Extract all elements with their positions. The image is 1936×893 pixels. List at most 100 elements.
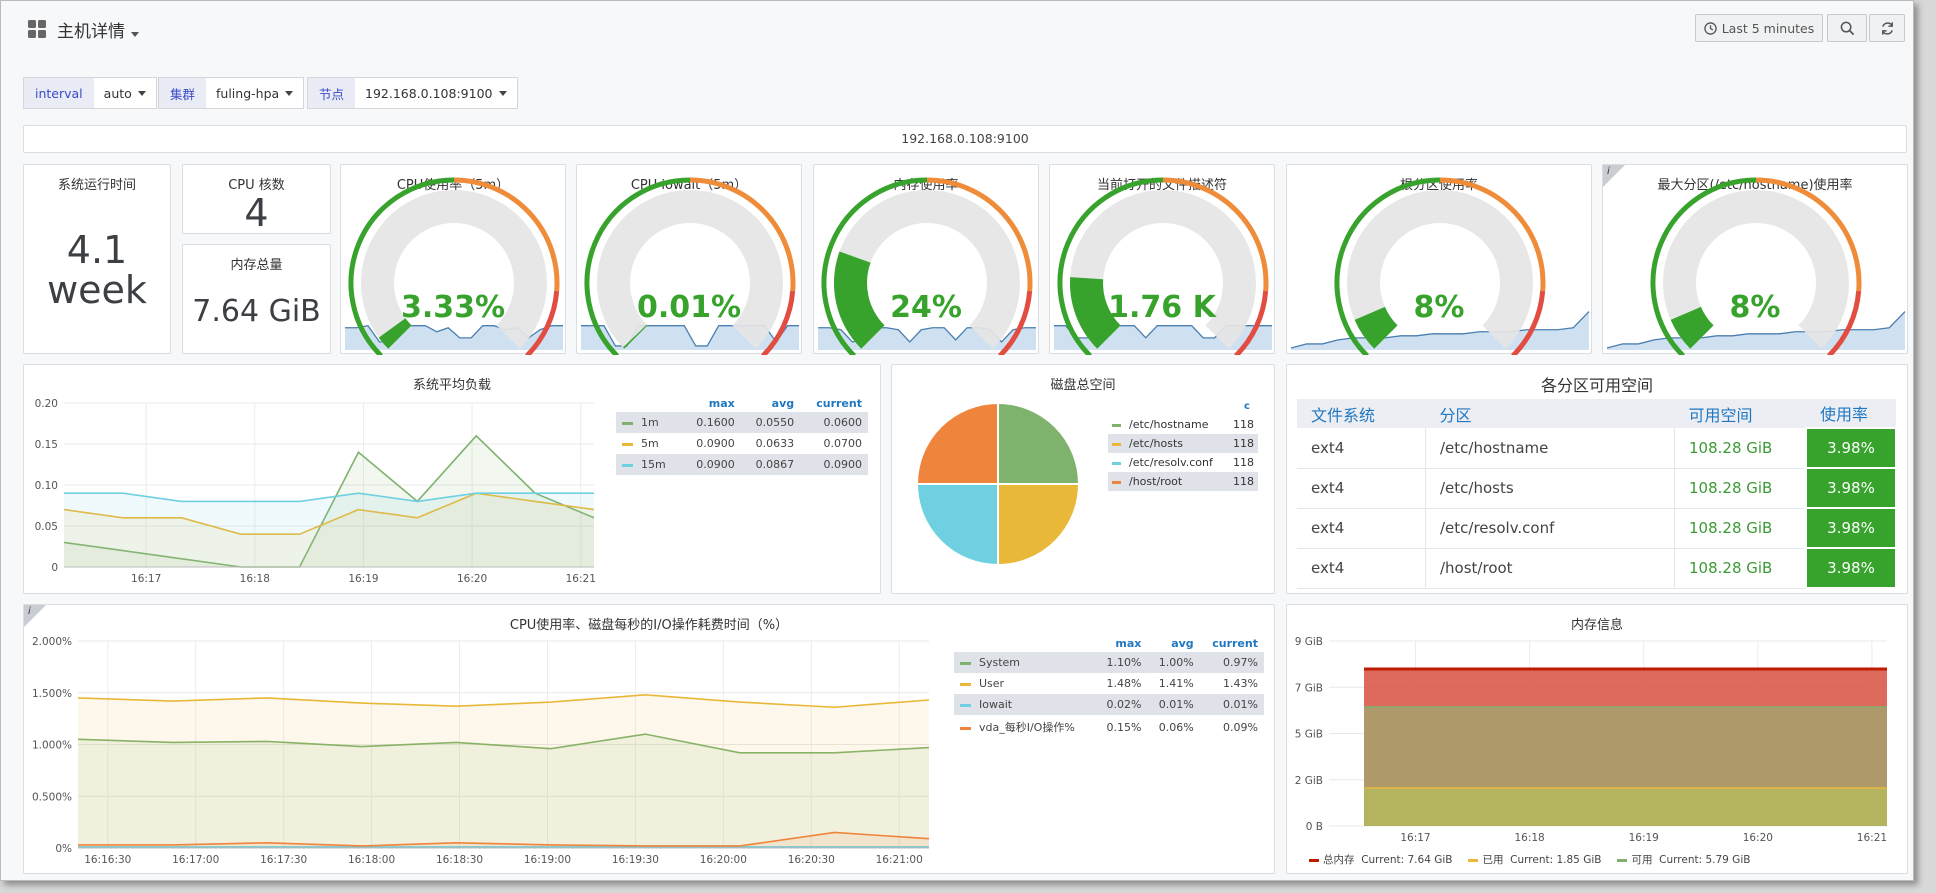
table-row: ext4/etc/resolv.conf 108.28 GiB 3.98% (1297, 507, 1897, 549)
legend-avg: 0.01% (1147, 694, 1200, 715)
column-header-fs[interactable]: 文件系统 (1297, 399, 1426, 428)
panel-title: 各分区可用空间 (1540, 376, 1653, 395)
x-tick-label: 16:18:00 (348, 854, 395, 866)
disk-total-panel[interactable]: 磁盘总空间 c /etc/hostname 118 /etc/hosts 118 /… (891, 364, 1275, 594)
cell-usage: 3.98% (1805, 547, 1897, 589)
load-average-panel[interactable]: 系统平均负载 0 0.05 0.10 0.15 0.20 16:17 16:18 16:19 1… (23, 364, 881, 594)
legend-item[interactable]: 总内存 Current: 7.64 GiB (1309, 852, 1452, 867)
legend-swatch (1112, 423, 1121, 427)
root-partition-gauge-panel[interactable]: 根分区使用率 8% (1286, 164, 1592, 355)
legend-header-current[interactable]: current (1212, 637, 1258, 650)
x-tick-label: 16:16:30 (84, 854, 131, 866)
y-tick-label: 0 B (1306, 821, 1323, 833)
legend-row[interactable]: /etc/hostname 118 (1108, 415, 1258, 434)
sparkline-area (1291, 311, 1589, 350)
dashboard-title-dropdown[interactable]: 主机详情 (57, 17, 139, 42)
legend-value: Current: 1.85 GiB (1510, 854, 1602, 866)
time-range-picker[interactable]: Last 5 minutes (1695, 14, 1823, 42)
series-line (78, 831, 930, 847)
column-header-usage[interactable]: 使用率 (1806, 399, 1896, 428)
gauge-value-band (378, 318, 412, 349)
legend-item[interactable]: 已用 Current: 1.85 GiB (1468, 852, 1601, 867)
legend-row[interactable]: 5m 0.0900 0.0633 0.0700 (616, 433, 868, 454)
legend-item[interactable]: 可用 Current: 5.79 GiB (1617, 852, 1750, 867)
gauge-value-band (1354, 306, 1398, 349)
memory-total-panel[interactable]: 内存总量 7.64 GiB (182, 244, 331, 354)
legend-max: 0.1600 (681, 412, 741, 433)
legend-row[interactable]: /etc/hosts 118 (1108, 434, 1258, 453)
column-header-partition[interactable]: 分区 (1425, 399, 1675, 428)
cell-partition: /etc/resolv.conf (1425, 508, 1675, 549)
cpu-usage-gauge-panel[interactable]: CPU使用率（5m） 3.33% (340, 164, 566, 355)
variable-value-dropdown[interactable]: 192.168.0.108:9100 (355, 78, 517, 108)
disk-pie-chart[interactable] (902, 390, 1092, 590)
legend-row[interactable]: 1m 0.1600 0.0550 0.0600 (616, 412, 868, 433)
y-tick-label: 0.05 (35, 521, 58, 533)
gauge-threshold-green (1650, 177, 1757, 355)
info-corner[interactable] (24, 605, 46, 627)
column-header-available[interactable]: 可用空间 (1674, 399, 1806, 428)
partition-space-panel[interactable]: 各分区可用空间 文件系统 分区 可用空间 使用率 ext4/etc/hostna… (1286, 364, 1908, 594)
y-tick-label: 9 GiB (1295, 636, 1323, 648)
max-partition-gauge-panel[interactable]: i 最大分区(/etc/hostname)使用率 8% (1602, 164, 1908, 355)
uptime-panel[interactable]: 系统运行时间 4.1 week (23, 164, 171, 354)
legend-max: 0.0900 (681, 454, 741, 475)
load-chart[interactable]: 0 0.05 0.10 0.15 0.20 16:17 16:18 16:19 16:20 16:… (24, 365, 624, 595)
gauge-background (834, 189, 1020, 349)
legend-current: 0.0900 (800, 454, 868, 475)
panel-title: 内存信息 (1570, 618, 1623, 633)
legend-swatch (622, 421, 633, 425)
variable-label: interval (24, 78, 94, 108)
info-corner[interactable] (1603, 165, 1625, 187)
legend-header-avg[interactable]: avg (1171, 637, 1194, 650)
memory-chart[interactable]: 0 B 2 GiB 5 GiB 7 GiB 9 GiB 16:17 16:18 16:19 16… (1287, 605, 1909, 845)
dashboard-grid-icon[interactable] (27, 19, 47, 39)
legend-row[interactable]: Iowait 0.02% 0.01% 0.01% (954, 694, 1264, 715)
legend-header-max[interactable]: max (708, 397, 735, 410)
refresh-button[interactable] (1869, 14, 1905, 42)
cpu-iowait-gauge-panel[interactable]: CPU iowait（5m） 0.01% (576, 164, 802, 355)
legend-row[interactable]: System 1.10% 1.00% 0.97% (954, 652, 1264, 673)
y-tick-label: 0.20 (35, 398, 58, 410)
series-area (64, 493, 594, 567)
gauge-threshold-orange (453, 177, 560, 292)
x-tick-label: 16:17 (1400, 832, 1430, 844)
series-line (63, 492, 595, 535)
series-area (78, 734, 929, 848)
variable-value-dropdown[interactable]: auto (93, 78, 156, 108)
panel-title: 当前打开的文件描述符 (1096, 178, 1227, 193)
y-tick-label: 1.500% (32, 688, 72, 700)
variable-value-dropdown[interactable]: fuling-hpa (206, 78, 304, 108)
zoom-out-button[interactable] (1827, 14, 1867, 42)
legend-header-max[interactable]: max (1115, 637, 1142, 650)
variable-interval[interactable]: interval auto (23, 77, 157, 109)
row-header[interactable]: 192.168.0.108:9100 (23, 125, 1907, 153)
variable-cluster[interactable]: 集群 fuling-hpa (158, 77, 305, 109)
gauge-background (1347, 189, 1533, 349)
cpu-io-chart[interactable]: 0% 0.500% 1.000% 1.500% 2.000% 16:16:30 16:17:… (24, 605, 954, 875)
gauge-threshold-green (584, 177, 691, 355)
legend-row[interactable]: User 1.48% 1.41% 1.43% (954, 673, 1264, 694)
cpu-cores-panel[interactable]: CPU 核数 4 (182, 164, 331, 235)
disk-legend: /etc/hostname 118 /etc/hosts 118 /etc/reso… (1108, 415, 1258, 491)
cpu-io-panel[interactable]: i CPU使用率、磁盘每秒的I/O操作耗费时间（%） 0% 0.500% 1.000… (23, 604, 1275, 874)
legend-name: 已用 (1482, 854, 1504, 866)
variable-node[interactable]: 节点 192.168.0.108:9100 (307, 77, 518, 109)
legend-row[interactable]: /host/root 118 (1108, 472, 1258, 491)
gauge-threshold-orange (1439, 177, 1546, 292)
info-icon[interactable]: i (28, 606, 31, 617)
memory-info-panel[interactable]: 内存信息 0 B 2 GiB 5 GiB 7 GiB 9 GiB 16:17 16:18 16… (1286, 604, 1908, 874)
legend-row[interactable]: 15m 0.0900 0.0867 0.0900 (616, 454, 868, 475)
partition-table: 文件系统 分区 可用空间 使用率 ext4/etc/hostname 108.28… (1297, 399, 1897, 589)
memory-usage-gauge-panel[interactable]: 内存使用率 24% (813, 164, 1039, 355)
legend-header-avg[interactable]: avg (771, 397, 795, 410)
legend-header-current[interactable]: current (816, 397, 862, 410)
legend-row[interactable]: vda_每秒I/O操作% 0.15% 0.06% 0.09% (954, 715, 1264, 739)
legend-swatch (1112, 442, 1121, 446)
file-descriptors-gauge-panel[interactable]: 当前打开的文件描述符 1.76 K (1049, 164, 1275, 355)
legend-row[interactable]: /etc/resolv.conf 118 (1108, 453, 1258, 472)
y-tick-label: 2 GiB (1295, 775, 1323, 787)
x-tick-label: 16:20:30 (788, 854, 835, 866)
info-icon[interactable]: i (1607, 166, 1610, 177)
x-tick-label: 16:17 (131, 573, 161, 585)
